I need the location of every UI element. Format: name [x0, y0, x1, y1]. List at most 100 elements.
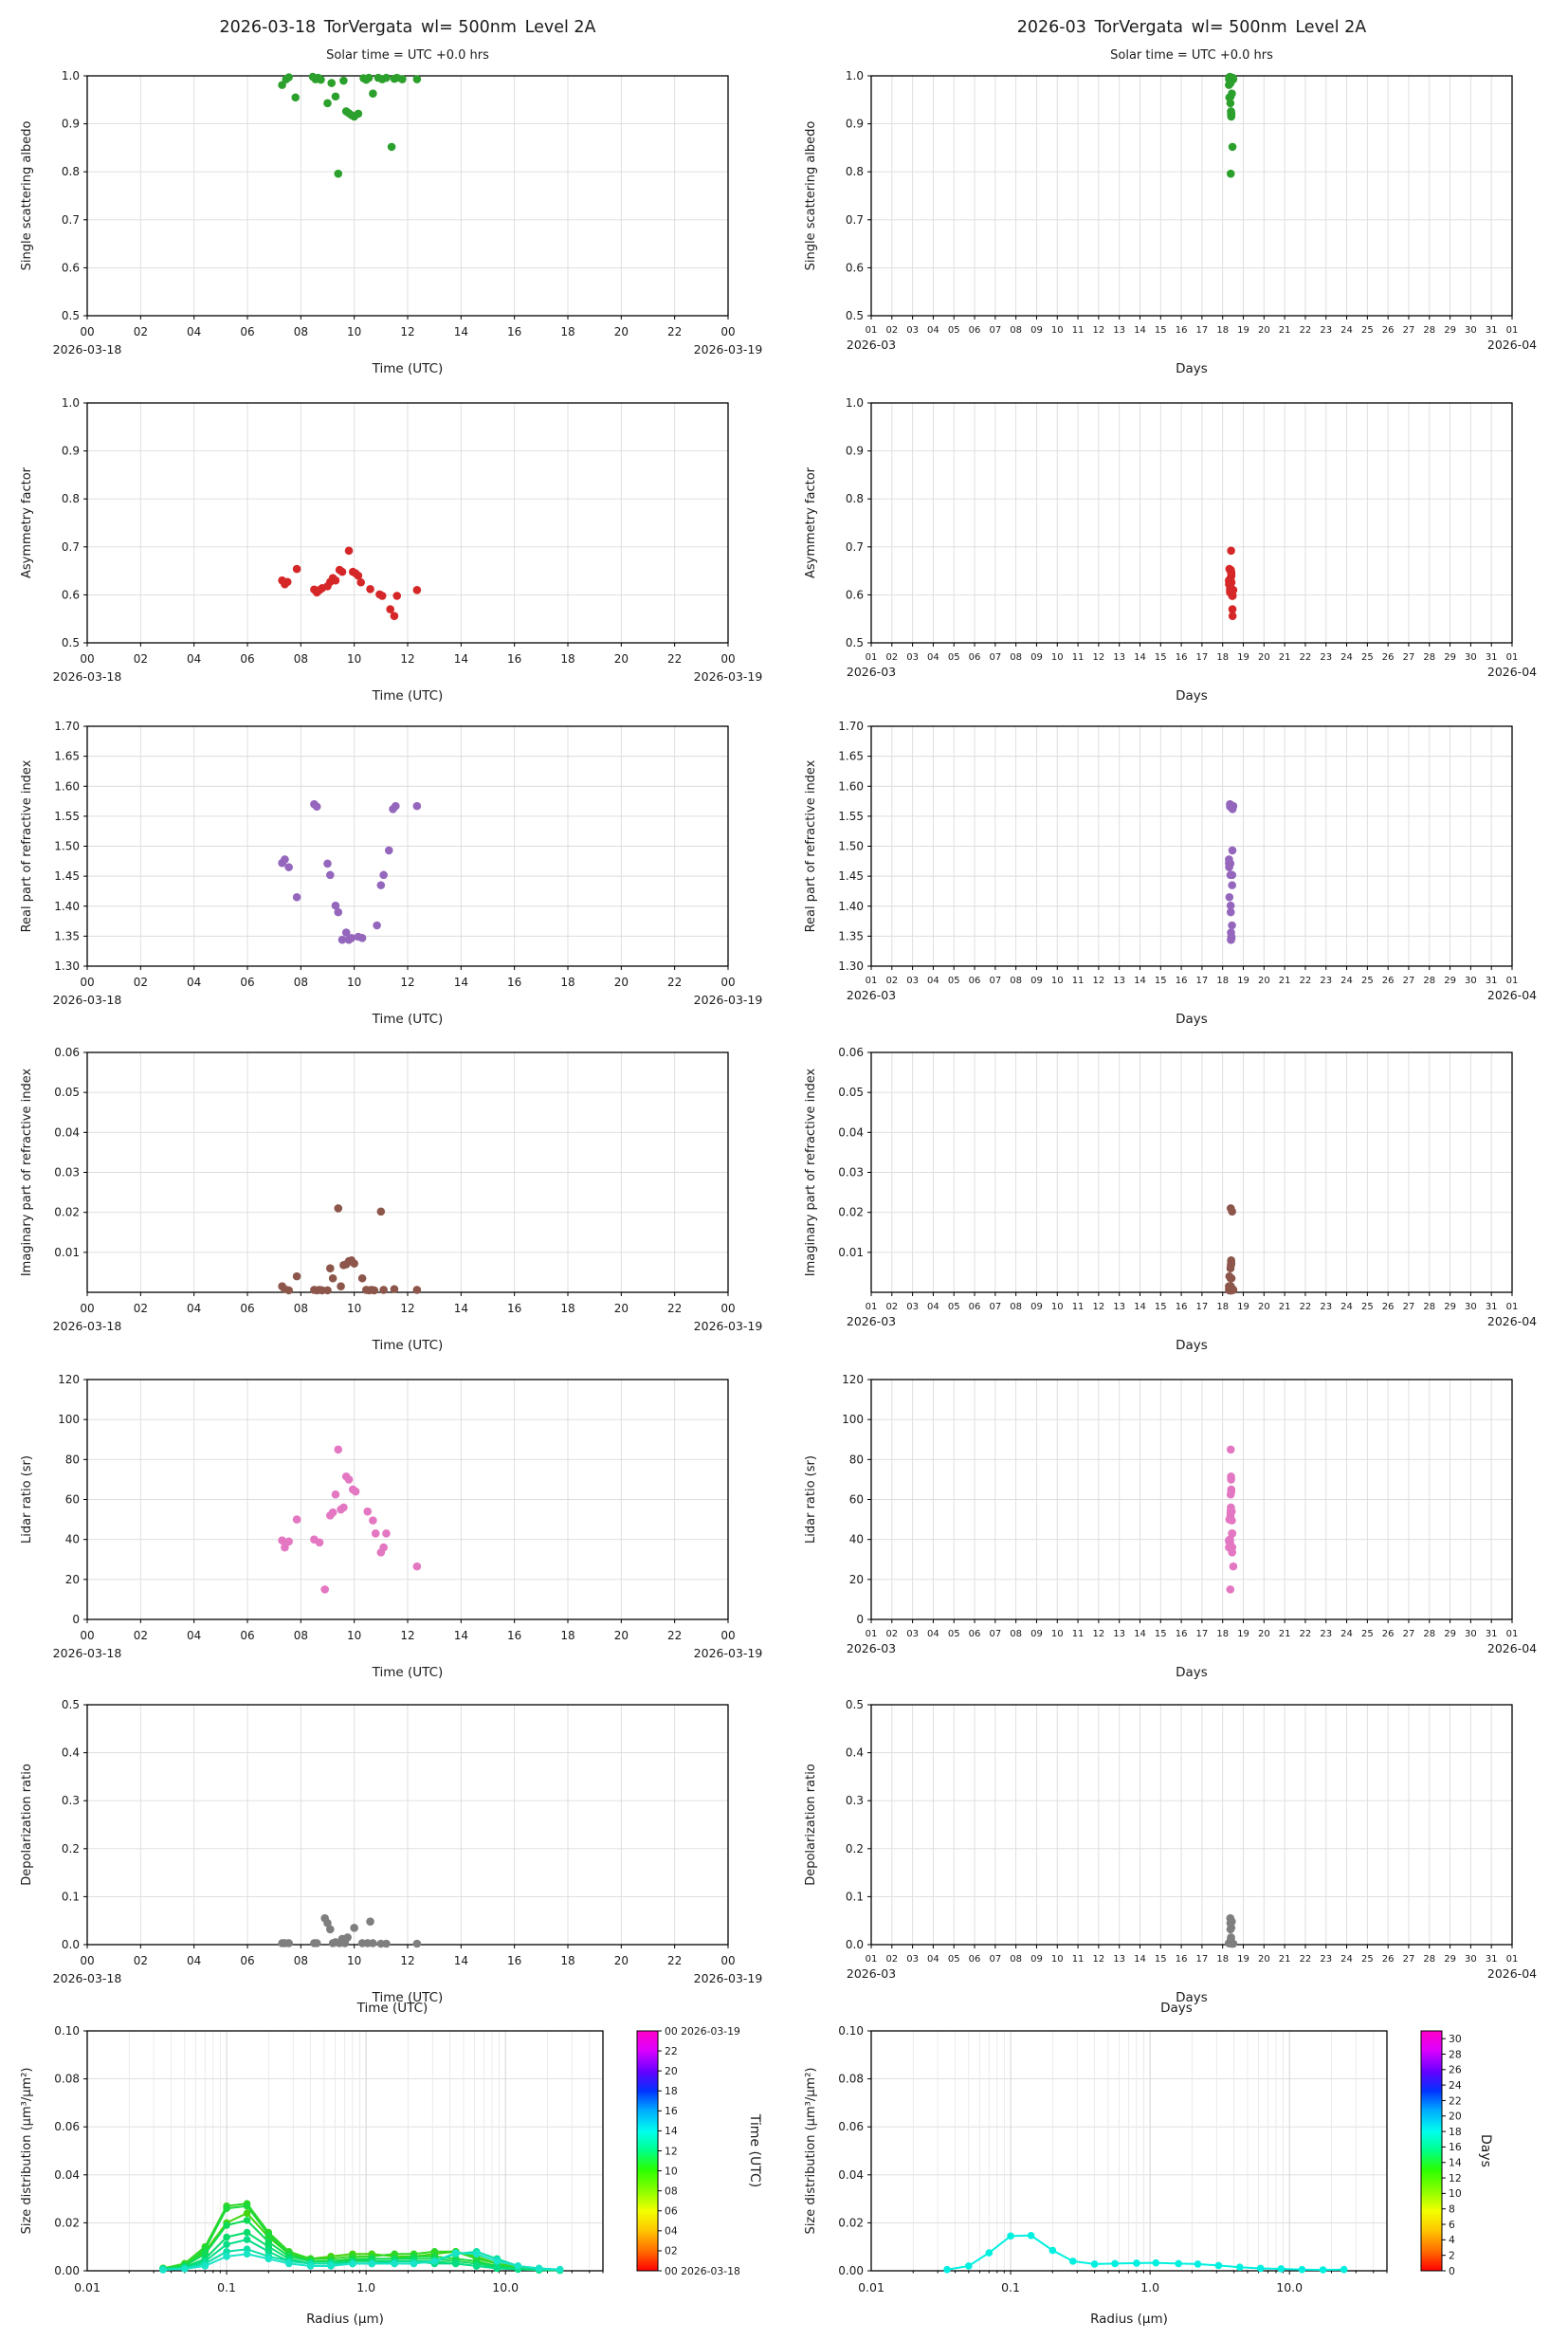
- x-tick-label: 10: [1051, 652, 1064, 663]
- y-tick-label: 0.3: [62, 1794, 80, 1807]
- x-tick-label: 21: [1279, 976, 1291, 986]
- figure-title: 2026-03-18 TorVergata wl= 500nm Level 2A: [219, 18, 595, 37]
- x-tick-label: 1.0: [1140, 2280, 1159, 2294]
- x-tick-label: 07: [989, 325, 1001, 336]
- x-tick-label: 03: [906, 976, 919, 986]
- plot-frame: [86, 1379, 729, 1620]
- data-point: [398, 75, 407, 83]
- x-tick-label: 22: [667, 325, 682, 338]
- plot-frame: [86, 1051, 729, 1293]
- data-point: [412, 1286, 422, 1294]
- data-point: [1228, 1529, 1237, 1538]
- x-tick-label: 27: [1403, 325, 1415, 336]
- y-axis-label: Imaginary part of refractive index: [804, 1069, 818, 1277]
- x-tick-label: 16: [507, 652, 521, 666]
- x-tick-label: 28: [1423, 1954, 1435, 1965]
- plot-frame: [870, 75, 1513, 317]
- y-tick-label: 0.7: [62, 213, 80, 227]
- x-tick-label: 02: [885, 976, 898, 986]
- x-tick-label: 05: [948, 1302, 960, 1312]
- data-point: [1226, 169, 1235, 178]
- x-tick-label: 18: [560, 1629, 574, 1642]
- y-tick-label: 1.50: [838, 840, 864, 853]
- x-tick-label: 19: [1237, 325, 1249, 336]
- data-point: [1228, 89, 1236, 99]
- x-tick-label: 08: [1010, 1302, 1022, 1312]
- y-tick-label: 0.1: [846, 1890, 864, 1903]
- y-axis-label: Imaginary part of refractive index: [20, 1069, 34, 1277]
- y-axis-label: Single scattering albedo: [804, 121, 818, 271]
- x-tick-label: 10: [347, 1302, 361, 1315]
- x-end-date: 2026-03-19: [694, 669, 763, 684]
- data-point: [284, 1939, 293, 1947]
- data-point: [412, 586, 422, 594]
- data-point: [382, 73, 391, 82]
- data-point: [292, 1271, 301, 1281]
- x-end-date: 2026-04: [1487, 1641, 1537, 1655]
- x-tick-label: 00: [720, 325, 735, 338]
- y-tick-label: 0.08: [838, 2073, 864, 2086]
- x-tick-label: 17: [1196, 652, 1209, 663]
- x-tick-label: 20: [614, 652, 629, 666]
- x-tick-label: 02: [134, 976, 148, 989]
- colorbar-tick-label: 02: [665, 2245, 678, 2258]
- data-point: [334, 1204, 343, 1213]
- size-dist-point: [243, 2202, 251, 2210]
- y-tick-label: 0.3: [846, 1794, 864, 1807]
- plot-frame: [870, 402, 1513, 644]
- data-point: [331, 1490, 340, 1499]
- x-tick-label: 05: [948, 976, 960, 986]
- y-tick-label: 0.9: [846, 445, 864, 458]
- data-point: [1229, 801, 1238, 811]
- size-dist-point: [201, 2262, 210, 2270]
- x-tick-label: 27: [1403, 1954, 1415, 1965]
- y-tick-label: 60: [849, 1493, 864, 1507]
- x-tick-label: 31: [1486, 1629, 1498, 1639]
- x-tick-label: 22: [667, 1629, 682, 1642]
- data-point: [366, 585, 374, 594]
- x-tick-label: 08: [1010, 976, 1022, 986]
- colorbar-title: Time (UTC): [356, 2001, 428, 2016]
- data-point: [339, 76, 348, 85]
- y-tick-label: 0.5: [62, 1698, 80, 1711]
- y-tick-label: 1.35: [838, 929, 864, 942]
- x-tick-label: 16: [1176, 1302, 1188, 1312]
- x-tick-label: 14: [454, 1302, 468, 1315]
- size-dist-point: [223, 2240, 230, 2248]
- x-tick-label: 30: [1465, 652, 1477, 663]
- data-point: [386, 605, 394, 613]
- colorbar-tick-label: 22: [1449, 2094, 1462, 2107]
- left-plot-row2: 00 02 04 06 08 10 12 14 16 18 20 22 00 1.0 0.9 0.8 0.7 0.…: [20, 396, 762, 704]
- colorbar-tick-label: 28: [1449, 2048, 1462, 2060]
- x-tick-label: 19: [1237, 1954, 1249, 1965]
- x-tick-label: 12: [1093, 1629, 1105, 1639]
- x-tick-label: 13: [1113, 976, 1125, 986]
- data-point: [327, 79, 337, 87]
- size-dist-point: [1175, 2259, 1182, 2268]
- data-point: [371, 1529, 380, 1538]
- x-tick-label: 20: [1258, 1302, 1270, 1312]
- data-point: [1227, 1507, 1236, 1516]
- x-tick-label: 16: [507, 976, 521, 989]
- data-point: [370, 1286, 379, 1295]
- x-tick-label: 14: [1134, 325, 1146, 336]
- x-tick-label: 29: [1444, 1954, 1456, 1965]
- data-point: [323, 99, 332, 108]
- data-point: [1227, 546, 1235, 556]
- x-end-date: 2026-03-19: [694, 342, 763, 356]
- colorbar-tick-label: 22: [665, 2045, 678, 2057]
- colorbar-tick-label: 00 2026-03-18: [665, 2265, 740, 2277]
- y-tick-label: 100: [842, 1413, 864, 1426]
- data-point: [343, 1933, 352, 1942]
- x-tick-label: 22: [667, 652, 682, 666]
- left-plot-row4: 00 02 04 06 08 10 12 14 16 18 20 22 00 0.06 0.05 0.04 0.…: [20, 1046, 762, 1353]
- x-tick-label: 12: [1093, 1954, 1105, 1965]
- x-tick-label: 10: [347, 1629, 361, 1642]
- x-tick-label: 18: [1216, 976, 1229, 986]
- size-dist-point: [1214, 2261, 1223, 2270]
- x-tick-label: 02: [885, 1954, 898, 1965]
- data-point: [281, 855, 289, 864]
- y-tick-label: 0.01: [54, 1246, 80, 1259]
- y-tick-label: 1.55: [54, 810, 80, 823]
- colorbar-tick-label: 0: [1449, 2265, 1455, 2277]
